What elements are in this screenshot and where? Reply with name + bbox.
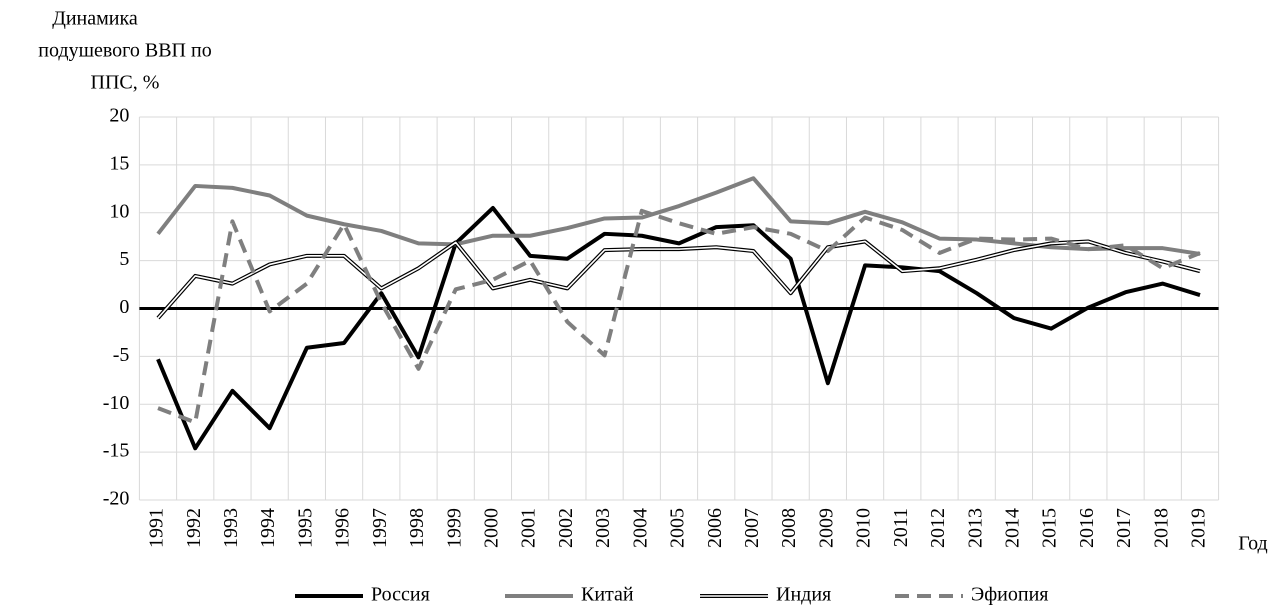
x-tick-label: 1998 <box>406 508 428 548</box>
x-tick-label: 2016 <box>1076 508 1098 548</box>
x-tick-label: 1994 <box>257 508 279 548</box>
legend-label: Эфиопия <box>971 584 1048 606</box>
legend-label: Индия <box>776 584 831 606</box>
y-axis-label: Динамика <box>52 8 138 30</box>
x-tick-label: 1997 <box>369 508 391 548</box>
x-axis-label: Год <box>1238 533 1267 555</box>
x-tick-label: 2014 <box>1002 508 1024 548</box>
x-tick-label: 1992 <box>183 508 205 548</box>
y-tick-label: 10 <box>109 200 129 222</box>
x-tick-label: 2019 <box>1188 508 1210 548</box>
y-tick-label: 0 <box>119 296 129 318</box>
x-tick-label: 2000 <box>481 508 503 548</box>
y-tick-label: -5 <box>113 344 130 366</box>
series-line <box>156 239 1201 320</box>
x-tick-label: 2001 <box>518 508 540 548</box>
x-tick-label: 2003 <box>592 508 614 548</box>
x-tick-label: 1996 <box>332 508 354 548</box>
y-tick-label: 20 <box>109 105 129 127</box>
x-tick-label: 2018 <box>1150 508 1172 548</box>
series-line <box>156 176 1201 256</box>
x-tick-label: 2007 <box>741 508 763 548</box>
x-tick-label: 1993 <box>220 508 242 548</box>
x-tick-label: 2002 <box>555 508 577 548</box>
series-line-inner <box>157 240 1201 319</box>
y-tick-label: 5 <box>119 248 129 270</box>
series-line <box>157 208 1201 425</box>
y-tick-label: -10 <box>103 392 130 414</box>
x-tick-label: 1995 <box>294 508 316 548</box>
x-tick-label: 2004 <box>629 508 651 548</box>
series-line <box>156 205 1201 451</box>
y-tick-label: 15 <box>109 152 129 174</box>
x-tick-label: 2008 <box>778 508 800 548</box>
y-axis-label: ППС, % <box>91 72 160 94</box>
x-tick-label: 2009 <box>815 508 837 548</box>
x-tick-label: 1991 <box>146 508 168 548</box>
legend-label: Китай <box>581 584 634 606</box>
x-tick-label: 2017 <box>1113 508 1135 548</box>
y-tick-label: -15 <box>103 440 130 462</box>
x-tick-label: 2005 <box>667 508 689 548</box>
x-tick-label: 2015 <box>1039 508 1061 548</box>
x-tick-label: 2012 <box>927 508 949 548</box>
x-tick-label: 1999 <box>443 508 465 548</box>
x-tick-label: 2011 <box>890 508 912 547</box>
y-tick-label: -20 <box>103 488 130 510</box>
y-axis-label: подушевого ВВП по <box>38 40 211 62</box>
x-tick-label: 2013 <box>964 508 986 548</box>
x-tick-label: 2006 <box>704 508 726 548</box>
x-tick-label: 2010 <box>853 508 875 548</box>
legend-label: Россия <box>371 584 430 606</box>
